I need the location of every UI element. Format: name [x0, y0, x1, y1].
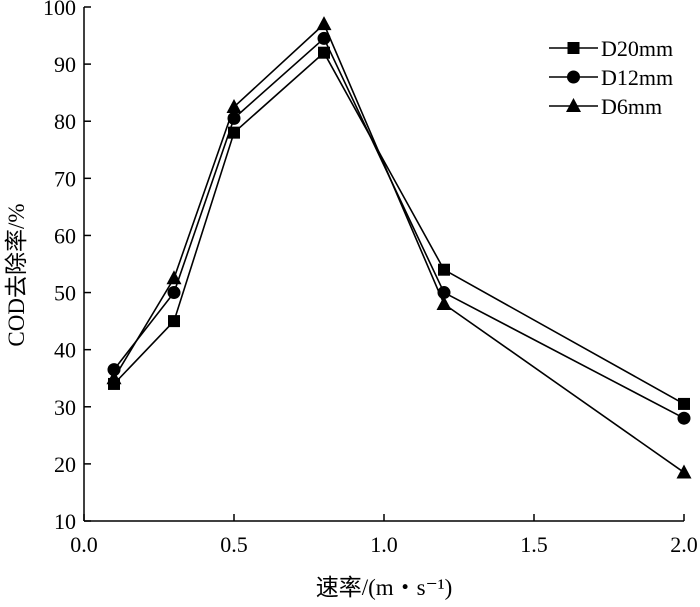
legend-label: D6mm	[601, 94, 662, 119]
data-point	[677, 411, 691, 425]
x-tick-label: 2.0	[670, 532, 698, 557]
data-point	[317, 31, 331, 45]
series-line	[113, 22, 685, 474]
y-tick-label: 30	[54, 395, 76, 420]
x-axis-title: 速率/(m・s⁻¹)	[316, 575, 453, 600]
data-point	[166, 270, 182, 285]
data-point	[106, 370, 122, 385]
data-point	[228, 126, 240, 139]
y-tick-label: 50	[54, 281, 76, 306]
y-tick-label: 80	[54, 109, 76, 134]
x-tick-label: 1.5	[520, 532, 548, 557]
legend-marker	[567, 42, 580, 54]
y-axis-title: COD去除率/%	[4, 203, 29, 346]
legend-item: D6mm	[549, 94, 662, 119]
data-point	[226, 98, 242, 113]
series-line	[113, 37, 685, 419]
y-tick-label: 90	[54, 52, 76, 77]
y-tick-label: 70	[54, 166, 76, 191]
data-point	[168, 315, 180, 328]
data-point	[167, 286, 181, 300]
y-tick-label: 20	[54, 452, 76, 477]
legend-marker	[566, 98, 581, 112]
data-point	[438, 263, 450, 276]
legend-item: D20mm	[549, 36, 673, 61]
series-D6mm	[106, 16, 692, 479]
x-tick-label: 1.0	[370, 532, 398, 557]
y-tick-label: 100	[43, 0, 76, 20]
data-point	[318, 46, 330, 59]
x-tick-label: 0.5	[220, 532, 248, 557]
x-tick-label: 0.0	[70, 532, 98, 557]
y-tick-label: 40	[54, 338, 76, 363]
legend-label: D20mm	[601, 36, 673, 61]
data-point	[436, 295, 452, 310]
y-tick-label: 10	[54, 509, 76, 534]
y-tick-label: 60	[54, 223, 76, 248]
legend-label: D12mm	[601, 65, 673, 90]
data-point	[676, 464, 692, 479]
plot-frame	[83, 7, 684, 522]
legend: D20mm D12mm D6mm	[549, 36, 673, 119]
series-layer	[106, 16, 692, 479]
series-line	[113, 51, 685, 405]
data-point	[678, 397, 690, 410]
legend-item: D12mm	[549, 65, 673, 90]
series-D12mm	[107, 31, 691, 425]
legend-marker	[567, 70, 580, 84]
data-point	[316, 16, 332, 31]
ticks: 10 20 30 40 50 60 70 80 90 100 0.0 0.5 1.0 1.5 2.0	[43, 0, 698, 557]
